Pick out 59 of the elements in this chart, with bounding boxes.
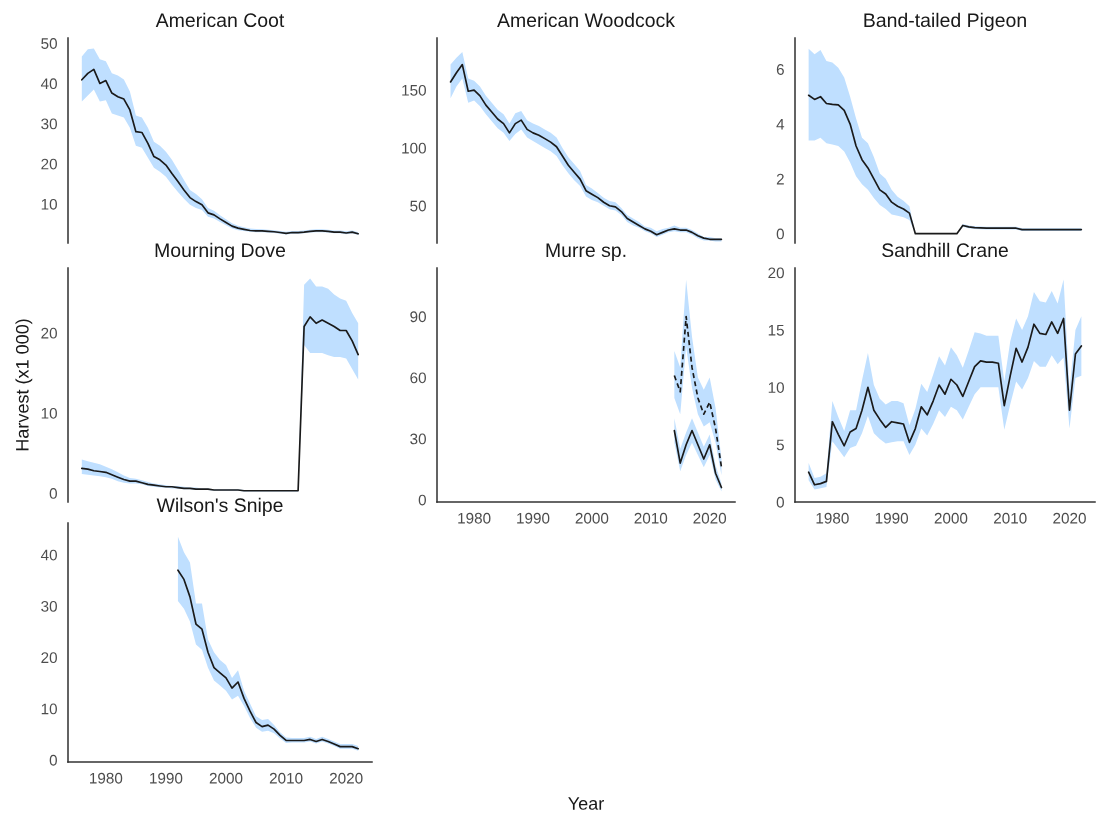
x-tick-label: 1990 bbox=[150, 772, 183, 784]
y-tick-label: 30 bbox=[41, 118, 57, 130]
chart-title: Band-tailed Pigeon bbox=[864, 12, 1026, 31]
x-tick-label: 2000 bbox=[575, 512, 609, 524]
y-tick-label: 10 bbox=[41, 198, 57, 210]
y-tick-label: 10 bbox=[41, 407, 57, 419]
x-tick-label: 2020 bbox=[693, 512, 727, 524]
y-tick-label: 40 bbox=[40, 549, 57, 561]
y-tick-label: 20 bbox=[41, 158, 57, 170]
x-tick-label: 2000 bbox=[209, 772, 243, 784]
line-series bbox=[673, 315, 723, 469]
x-tick-label: 1990 bbox=[875, 512, 909, 524]
x-tick-label: 1980 bbox=[90, 772, 123, 784]
y-tick-label: 30 bbox=[41, 600, 57, 612]
y-tick-label: 20 bbox=[41, 652, 57, 664]
y-tick-label: 50 bbox=[410, 200, 426, 212]
y-tick-label: 0 bbox=[49, 754, 57, 766]
y-tick-label: 20 bbox=[41, 327, 57, 339]
line-series bbox=[177, 569, 360, 750]
chart-title: Wilson's Snipe bbox=[156, 497, 283, 516]
y-tick-label: 20 bbox=[768, 267, 784, 279]
y-tick-label: 30 bbox=[410, 433, 426, 445]
chart-title: Murre sp. bbox=[546, 243, 626, 261]
y-tick-label: 6 bbox=[776, 64, 784, 75]
y-tick-label: 4 bbox=[776, 119, 785, 130]
line-series bbox=[807, 317, 1083, 486]
x-tick-label: 1980 bbox=[816, 512, 849, 524]
y-tick-label: 10 bbox=[41, 703, 57, 715]
x-tick-label: 2000 bbox=[934, 512, 968, 524]
y-tick-label: 40 bbox=[40, 78, 57, 90]
chart-title: Mourning Dove bbox=[155, 242, 286, 261]
y-tick-label: 0 bbox=[776, 496, 784, 508]
y-tick-label: 60 bbox=[410, 372, 426, 384]
y-tick-label: 15 bbox=[768, 324, 784, 336]
chart-title: Sandhill Crane bbox=[882, 242, 1008, 258]
y-tick-label: 5 bbox=[776, 439, 784, 451]
x-tick-label: 2010 bbox=[269, 772, 303, 784]
chart-title: American Woodcock bbox=[497, 12, 676, 28]
x-tick-label: 1990 bbox=[517, 512, 550, 524]
y-tick-label: 0 bbox=[49, 488, 57, 499]
y-tick-label: 50 bbox=[41, 38, 57, 49]
x-tick-label: 2020 bbox=[1053, 512, 1086, 524]
x-tick-label: 2010 bbox=[993, 512, 1027, 524]
x-tick-label: 2010 bbox=[634, 512, 668, 524]
line-series bbox=[673, 429, 723, 489]
line-series bbox=[807, 94, 1083, 235]
x-tick-label: 2020 bbox=[329, 772, 363, 784]
chart-title: American Coot bbox=[155, 12, 285, 28]
y-tick-label: 2 bbox=[776, 173, 784, 185]
y-tick-label: 100 bbox=[402, 142, 426, 154]
x-axis-title: Year bbox=[568, 797, 604, 810]
y-axis-title: Harvest (x1 000) bbox=[15, 319, 33, 451]
x-tick-label: 1980 bbox=[458, 512, 491, 524]
y-tick-label: 0 bbox=[776, 228, 784, 240]
line-series bbox=[80, 316, 360, 492]
y-tick-label: 0 bbox=[418, 494, 426, 506]
y-tick-label: 10 bbox=[768, 382, 784, 393]
y-tick-label: 90 bbox=[410, 311, 426, 323]
y-tick-label: 150 bbox=[402, 84, 426, 96]
